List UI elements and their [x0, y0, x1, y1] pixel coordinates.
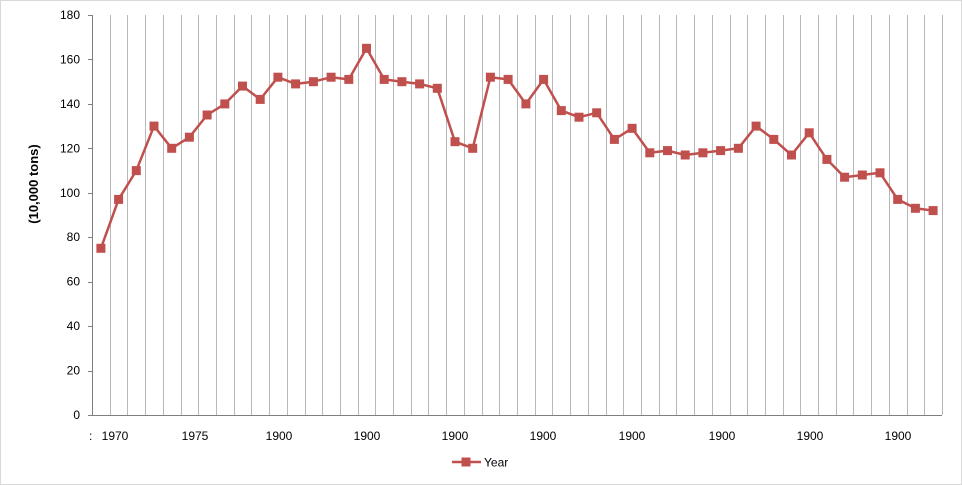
- data-point-marker: [733, 143, 743, 153]
- x-tick-label: 1900: [354, 429, 381, 443]
- data-point-marker: [485, 72, 495, 82]
- data-point-marker: [238, 81, 247, 91]
- data-point-marker: [167, 143, 177, 153]
- data-point-marker: [910, 203, 920, 213]
- data-point-marker: [857, 170, 867, 180]
- data-point-marker: [751, 121, 761, 131]
- data-point-marker: [149, 121, 159, 131]
- x-tick-label: 1900: [266, 429, 293, 443]
- y-tick-label: 20: [67, 364, 81, 378]
- data-point-marker: [468, 143, 478, 153]
- x-tick-label: 1900: [797, 429, 824, 443]
- data-point-marker: [308, 77, 318, 87]
- gridlines: [92, 15, 943, 415]
- data-point-marker: [362, 43, 371, 53]
- data-point-marker: [663, 146, 672, 156]
- data-point-marker: [273, 72, 283, 82]
- data-point-marker: [645, 148, 655, 158]
- x-tick-label: :: [89, 429, 92, 443]
- x-axis-tick-labels: :1970 1975 1900 1900 1900 1900 1900 1900 1900 190…: [89, 429, 912, 443]
- y-tick-label: 100: [60, 186, 80, 200]
- x-tick-label: 1900: [442, 429, 469, 443]
- x-tick-label: 1975: [182, 429, 209, 443]
- data-point-marker: [184, 132, 194, 142]
- y-tick-label: 60: [67, 275, 81, 289]
- y-axis-title: (10,000 tons): [26, 144, 41, 223]
- data-point-marker: [291, 79, 301, 89]
- y-axis-tick-labels: 0 20 40 60 80 100 120 140 160 180: [60, 8, 80, 422]
- data-point-marker: [680, 150, 690, 160]
- y-tick-label: 120: [60, 141, 80, 155]
- data-point-marker: [539, 74, 549, 84]
- data-point-marker: [96, 243, 106, 253]
- data-point-marker: [450, 137, 460, 147]
- legend: Year: [452, 456, 508, 470]
- data-point-marker: [804, 128, 814, 138]
- data-point-marker: [840, 172, 850, 182]
- x-tick-label: 1900: [619, 429, 646, 443]
- data-point-marker: [716, 146, 726, 156]
- data-point-marker: [415, 79, 425, 89]
- data-point-marker: [609, 134, 619, 144]
- data-point-marker: [131, 166, 141, 176]
- data-point-marker: [397, 77, 407, 87]
- data-point-marker: [344, 74, 354, 84]
- axes: [88, 15, 942, 416]
- data-point-marker: [822, 154, 832, 164]
- data-point-marker: [875, 168, 885, 178]
- y-tick-label: 0: [73, 408, 80, 422]
- data-point-marker: [592, 108, 602, 118]
- data-point-marker: [521, 99, 531, 109]
- data-point-marker: [432, 83, 442, 93]
- data-point-marker: [698, 148, 708, 158]
- data-point-marker: [255, 94, 265, 104]
- legend-label: Year: [484, 456, 508, 470]
- data-point-marker: [379, 74, 389, 84]
- data-point-marker: [202, 110, 212, 120]
- y-tick-label: 40: [67, 319, 81, 333]
- y-tick-label: 80: [67, 230, 81, 244]
- x-tick-label: 1900: [885, 429, 912, 443]
- y-tick-label: 160: [60, 52, 80, 66]
- data-point-marker: [326, 72, 336, 82]
- data-point-marker: [627, 123, 637, 133]
- data-point-marker: [893, 194, 903, 204]
- data-point-marker: [114, 194, 124, 204]
- x-tick-label: 1900: [709, 429, 736, 443]
- series-year: [96, 43, 938, 253]
- data-point-marker: [574, 112, 584, 122]
- y-tick-label: 180: [60, 8, 80, 22]
- data-point-marker: [220, 99, 230, 109]
- legend-marker-swatch: [461, 457, 471, 467]
- data-point-marker: [787, 150, 796, 160]
- series-line-year: [99, 47, 934, 249]
- x-tick-label: 1970: [102, 429, 129, 443]
- y-tick-label: 140: [60, 97, 80, 111]
- data-point-marker: [769, 134, 779, 144]
- data-point-marker: [503, 74, 513, 84]
- x-tick-label: 1900: [530, 429, 557, 443]
- data-point-marker: [928, 206, 938, 216]
- data-point-marker: [556, 106, 566, 116]
